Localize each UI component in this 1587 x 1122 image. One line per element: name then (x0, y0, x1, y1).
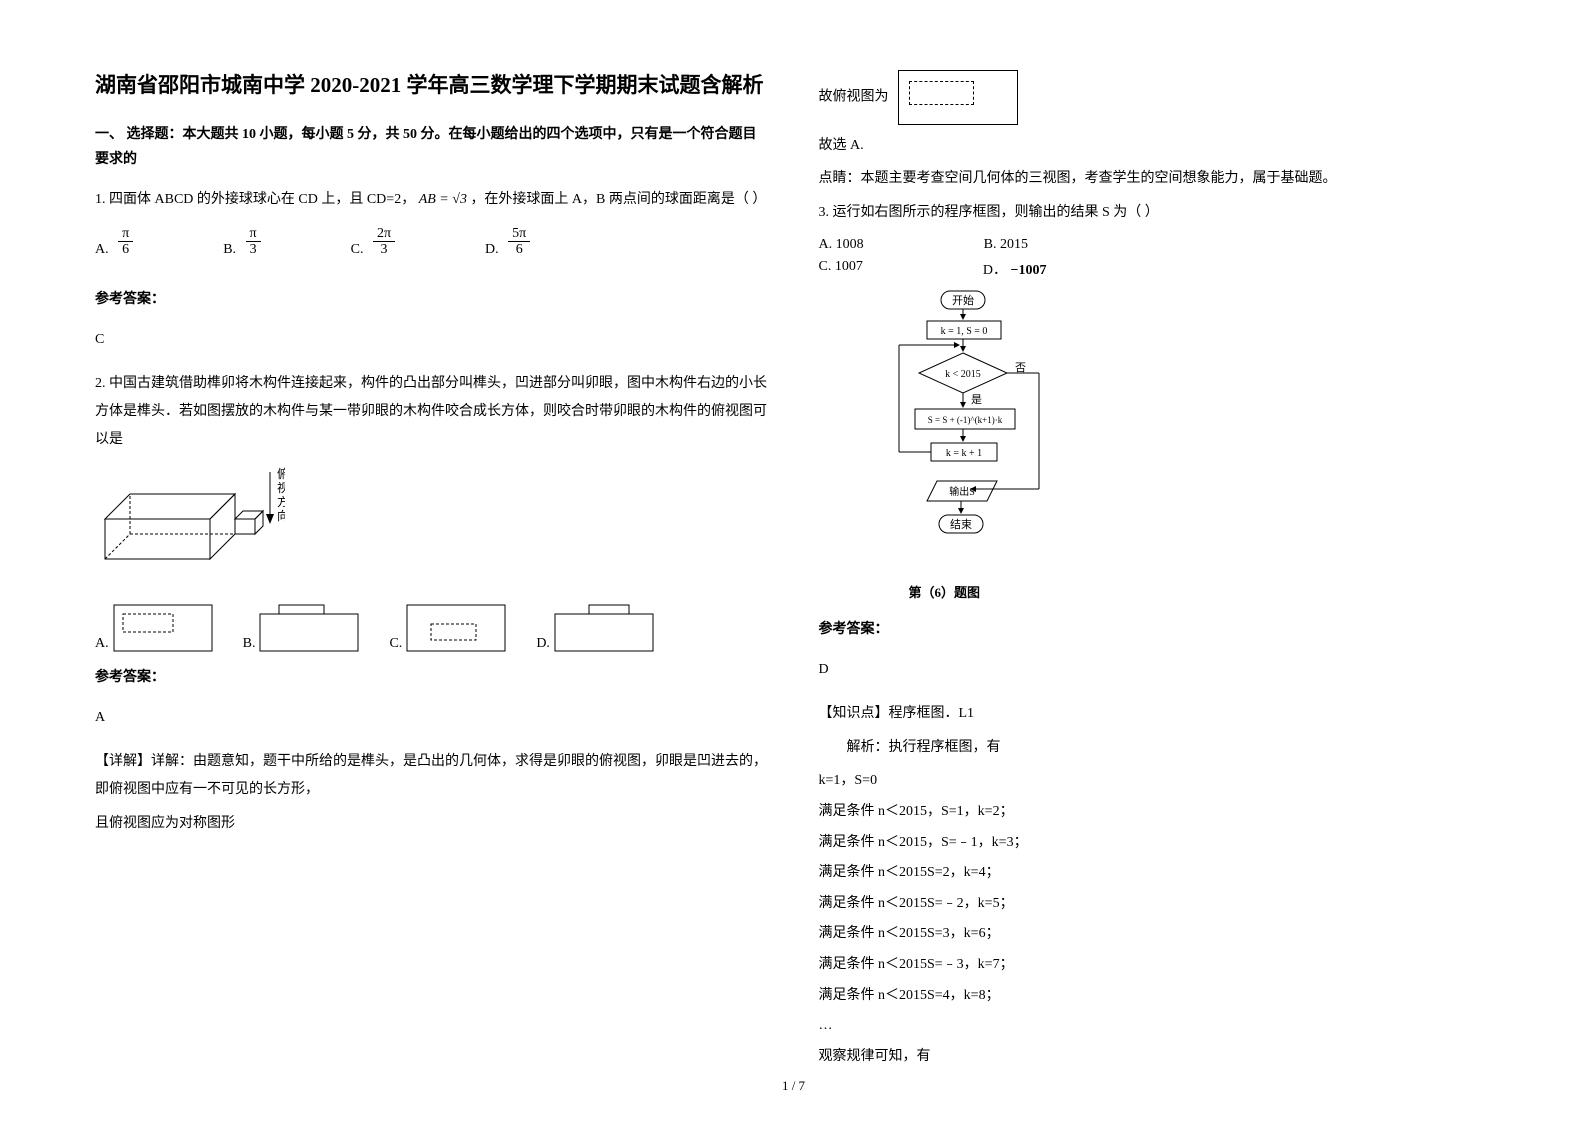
doc-title: 湖南省邵阳市城南中学 2020-2021 学年高三数学理下学期期末试题含解析 (95, 70, 769, 102)
q1-text-a: 1. 四面体 ABCD 的外接球球心在 CD 上，且 CD=2， (95, 192, 415, 207)
q3-line-7: 满足条件 n＜2015S=4，k=8； (819, 983, 1493, 1010)
q3-opt-d-prefix: D． (983, 263, 1007, 278)
q3-opt-a: A. 1008 (819, 237, 864, 253)
q2-options: A. B. C. D. (95, 604, 769, 652)
q1-answer-label: 参考答案： (95, 286, 769, 314)
q3-answer: D (819, 656, 1493, 684)
svg-text:否: 否 (1015, 362, 1026, 374)
q2-opt-c-label: C. (389, 636, 402, 652)
q2-opt-b-label: B. (243, 636, 256, 652)
axis-label-3: 方 (277, 494, 285, 509)
q2-opt-c: C. (389, 604, 506, 652)
svg-text:k < 2015: k < 2015 (945, 369, 981, 380)
q1-options: A. π6 B. π3 C. 2π3 D. 5π6 (95, 226, 769, 258)
q3-caption: 第（6）题图 (909, 580, 1493, 606)
right-column: 故俯视图为 故选 A. 点睛：本题主要考查空间几何体的三视图，考查学生的空间想象… (819, 70, 1493, 1074)
q1-answer: C (95, 326, 769, 354)
q2-answer: A (95, 704, 769, 732)
q3-opts-row1: A. 1008 B. 2015 (819, 237, 1493, 253)
flowchart-svg: 开始 k = 1, S = 0 k < 2015 否 是 S = S + (-1… (879, 289, 1079, 569)
page-number: 1 / 7 (782, 1078, 805, 1094)
q2-figure: 俯 视 方 向 (95, 464, 769, 594)
q1-opt-c: C. 2π3 (351, 226, 395, 258)
q3-line-0: k=1，S=0 (819, 768, 1493, 795)
q3-knowledge: 【知识点】程序框图．L1 (819, 700, 1493, 728)
q2-explain-1: 【详解】详解：由题意知，题干中所给的是榫头，是凸出的几何体，求得是卯眼的俯视图，… (95, 748, 769, 804)
q3-line-3: 满足条件 n＜2015S=2，k=4； (819, 860, 1493, 887)
left-column: 湖南省邵阳市城南中学 2020-2021 学年高三数学理下学期期末试题含解析 一… (95, 70, 769, 1074)
q2-topview-figure (898, 70, 1018, 125)
q2-opt-b: B. (243, 604, 360, 652)
axis-label-1: 俯 (277, 466, 285, 481)
svg-text:k = k + 1: k = k + 1 (945, 448, 981, 459)
q3-line-6: 满足条件 n＜2015S=﹣3，k=7； (819, 952, 1493, 979)
q3-answer-label: 参考答案： (819, 616, 1493, 644)
q3-flowchart: 开始 k = 1, S = 0 k < 2015 否 是 S = S + (-1… (879, 289, 1493, 574)
svg-text:输出S: 输出S (949, 485, 975, 498)
q1-opt-d: D. 5π6 (485, 226, 530, 258)
q2-explain-2: 且俯视图应为对称图形 (95, 810, 769, 838)
q2-answer-label: 参考答案： (95, 664, 769, 692)
q3-jiexi: 解析：执行程序框图，有 (819, 734, 1493, 762)
svg-text:S = S + (-1)^(k+1)·k: S = S + (-1)^(k+1)·k (927, 415, 1002, 425)
q1-abeq: AB = √3 (419, 192, 467, 207)
q1-opt-b: B. π3 (223, 226, 260, 258)
q2-ans-choice: 故选 A. (819, 133, 1493, 158)
q2-comment: 点睛：本题主要考查空间几何体的三视图，考查学生的空间想象能力，属于基础题。 (819, 166, 1493, 191)
q2-opt-d-label: D. (536, 636, 550, 652)
q1-opt-a: A. π6 (95, 226, 133, 258)
q3-opt-d-value: −1007 (1010, 263, 1046, 278)
q1-text: 1. 四面体 ABCD 的外接球球心在 CD 上，且 CD=2， AB = √3… (95, 186, 769, 214)
q2-opt-a: A. (95, 604, 213, 652)
q3-line-9: 观察规律可知，有 (819, 1044, 1493, 1071)
svg-text:是: 是 (971, 393, 982, 406)
q3-line-1: 满足条件 n＜2015，S=1，k=2； (819, 799, 1493, 826)
svg-text:k = 1, S = 0: k = 1, S = 0 (940, 326, 987, 337)
q2-text: 2. 中国古建筑借助榫卯将木构件连接起来，构件的凸出部分叫榫头，凹进部分叫卯眼，… (95, 370, 769, 454)
q2-topview-line: 故俯视图为 (819, 70, 1493, 125)
svg-text:开始: 开始 (952, 293, 974, 307)
q2-topview-label: 故俯视图为 (819, 90, 889, 105)
q3-opts-row2: C. 1007 D． −1007 (819, 259, 1493, 279)
q2-opt-d: D. (536, 604, 654, 652)
q3-opt-c: C. 1007 (819, 259, 863, 279)
q3-line-5: 满足条件 n＜2015S=3，k=6； (819, 921, 1493, 948)
q3-opt-d: D． −1007 (983, 259, 1047, 279)
q3-text: 3. 运行如右图所示的程序框图，则输出的结果 S 为（ ） (819, 199, 1493, 227)
q1-text-b: ，在外接球面上 A，B 两点间的球面距离是（ ） (470, 192, 766, 207)
q3-line-2: 满足条件 n＜2015，S=﹣1，k=3； (819, 830, 1493, 857)
q3-opt-b: B. 2015 (984, 237, 1028, 253)
q3-line-8: … (819, 1013, 1493, 1040)
q3-line-4: 满足条件 n＜2015S=﹣2，k=5； (819, 891, 1493, 918)
svg-text:结束: 结束 (950, 518, 972, 531)
q2-3d-figure: 俯 视 方 向 (95, 464, 285, 594)
q2-opt-a-label: A. (95, 636, 109, 652)
section-1-heading: 一、 选择题：本大题共 10 小题，每小题 5 分，共 50 分。在每小题给出的… (95, 122, 769, 172)
axis-label-4: 向 (277, 508, 285, 523)
axis-label-2: 视 (277, 480, 285, 495)
